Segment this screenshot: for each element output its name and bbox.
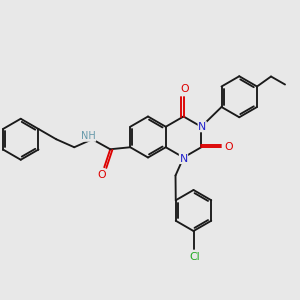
Text: O: O <box>224 142 233 152</box>
Text: NH: NH <box>81 131 96 141</box>
Text: N: N <box>179 154 188 164</box>
Text: Cl: Cl <box>189 252 200 262</box>
Text: O: O <box>97 170 106 180</box>
Text: N: N <box>198 122 206 132</box>
Text: O: O <box>180 85 189 94</box>
